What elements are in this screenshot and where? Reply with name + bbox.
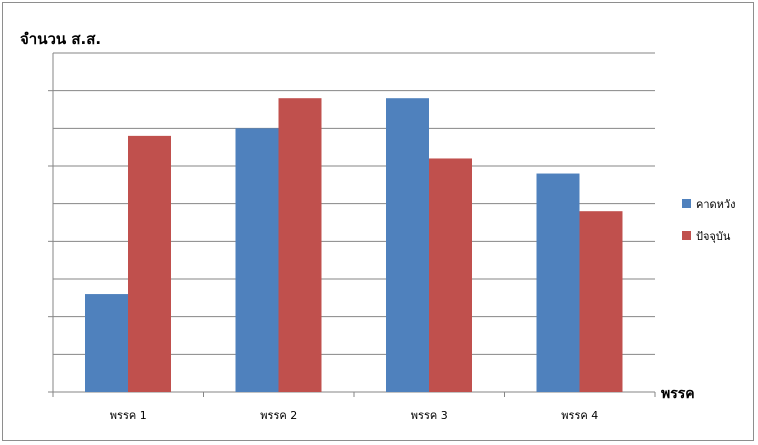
bar-current-1 [128,135,171,392]
bar-current-2 [278,98,322,392]
legend-label: ปัจจุบัน [696,230,731,243]
bar-expected-2 [235,128,279,393]
bar-expected-3 [386,98,429,392]
bar-current-3 [429,158,472,392]
bar-expected-4 [536,173,580,392]
bar-current-4 [579,211,623,392]
x-tick-label: พรรค 3 [411,409,448,422]
x-axis-title: พรรค [661,386,695,402]
bar-expected-1 [85,294,128,392]
bars [85,98,623,393]
x-tick-label: พรรค 2 [260,409,297,422]
x-tick-label: พรรค 1 [110,409,147,422]
legend: คาดหวังปัจจุบัน [682,198,735,243]
legend-label: คาดหวัง [696,198,735,211]
y-axis-title: จำนวน ส.ส. [20,30,101,48]
x-tick-labels: พรรค 1 พรรค 2 พรรค 3 พรรค 4 [52,392,656,422]
legend-swatch [682,199,691,208]
x-tick-label: พรรค 4 [561,409,598,422]
legend-swatch [682,231,691,240]
